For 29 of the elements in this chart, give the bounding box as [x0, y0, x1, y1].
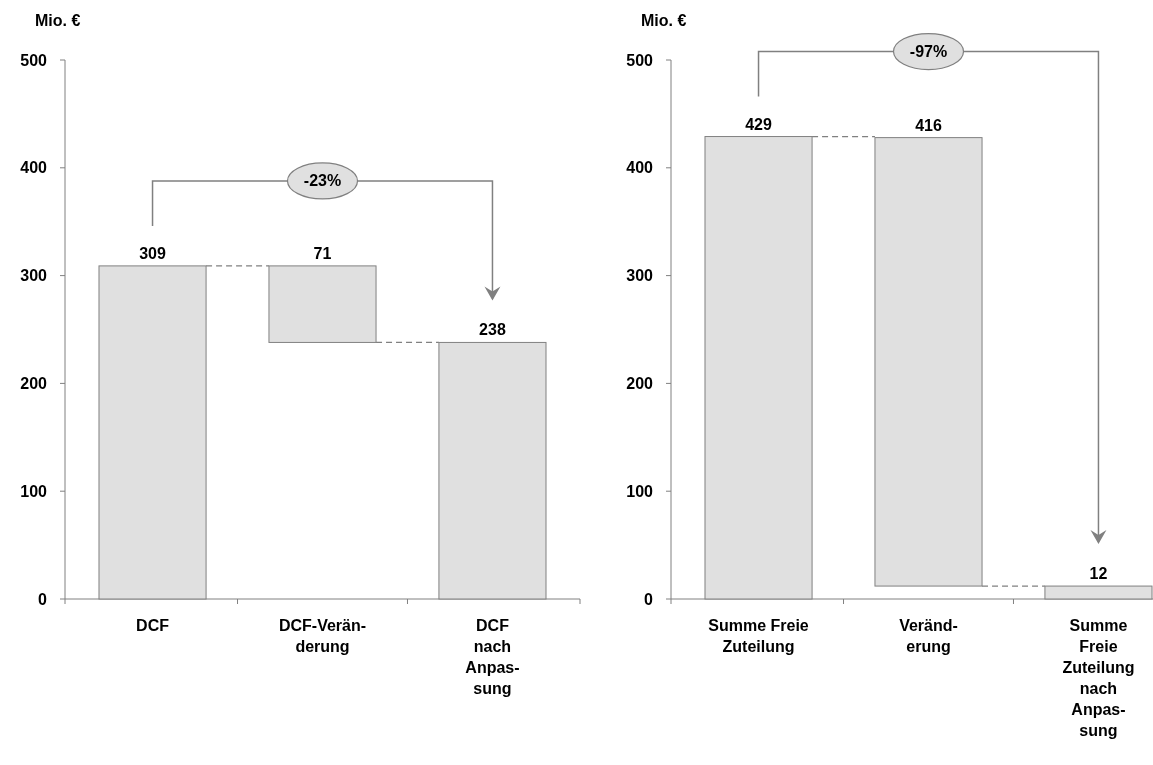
y-tick-label: 100: [20, 482, 48, 500]
y-tick-label: 300: [20, 267, 48, 285]
bar: [874, 137, 983, 587]
y-axis-title: Mio. €: [35, 12, 81, 29]
data-label: 71: [313, 244, 332, 262]
y-tick-label: 0: [644, 590, 654, 608]
y-tick-label: 500: [626, 51, 654, 69]
y-tick-label: 200: [626, 375, 654, 392]
x-tick-label: DCF: [136, 617, 170, 634]
annotation: -23%: [303, 172, 342, 190]
x-tick-label: Summe Freie Zuteilung: [708, 617, 809, 655]
data-label: 429: [745, 115, 772, 133]
y-axis-title: Mio. €: [641, 12, 687, 29]
x-tick-label: DCF nach Anpas- sung: [465, 617, 520, 697]
data-label: 238: [479, 321, 506, 339]
x-tick-label: Summe Freie Zuteilung nach Anpas- sung: [1062, 617, 1135, 739]
data-label: 416: [915, 116, 942, 134]
x-tick-label: DCF-Verän- derung: [278, 617, 367, 655]
data-label: 309: [139, 244, 166, 262]
x-tick-label: Veränd- erung: [899, 617, 958, 655]
y-tick-label: 0: [38, 590, 48, 608]
y-tick-label: 500: [20, 51, 48, 69]
data-label: 12: [1089, 565, 1108, 583]
y-tick-label: 300: [626, 267, 654, 285]
annotation: -97%: [909, 43, 948, 61]
y-tick-label: 400: [626, 159, 654, 177]
y-tick-label: 400: [20, 159, 48, 177]
y-tick-label: 100: [626, 482, 654, 500]
y-tick-label: 200: [20, 375, 48, 392]
